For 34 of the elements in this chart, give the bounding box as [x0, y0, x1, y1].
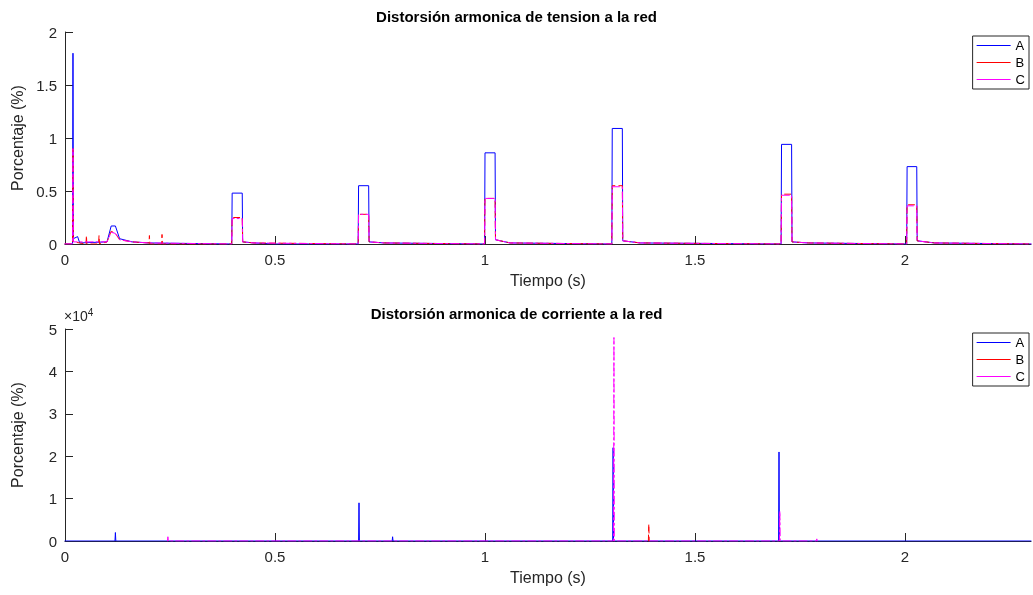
y-axis-title: Porcentaje (%)	[8, 85, 26, 191]
x-tick-label: 0.5	[264, 548, 286, 565]
x-axis-title: Tiempo (s)	[510, 568, 586, 586]
y-tick-label: 0	[48, 532, 57, 550]
chart-title: Distorsión armonica de corriente a la red	[370, 305, 663, 322]
y-tick-label: 1	[48, 490, 57, 508]
legend-label: A	[1015, 38, 1025, 53]
y-tick-label: 2	[48, 447, 57, 465]
y-tick-label: 0.5	[36, 182, 57, 200]
y-tick-label: 3	[48, 405, 57, 423]
x-tick-label: 2	[900, 548, 910, 565]
y-tick-label: 5	[48, 320, 57, 338]
x-axis-title: Tiempo (s)	[510, 271, 586, 289]
legend-label: A	[1015, 335, 1025, 350]
x-tick-label: 1.5	[684, 251, 706, 268]
y-tick-label: 1.5	[36, 76, 57, 94]
y-tick-label: 2	[48, 23, 57, 41]
x-tick-label: 1	[480, 251, 490, 268]
legend-label: C	[1015, 369, 1025, 384]
x-tick-label: 1.5	[684, 548, 706, 565]
legend-label: B	[1015, 55, 1025, 70]
y-tick-label: 0	[48, 235, 57, 253]
x-tick-label: 0	[60, 251, 70, 268]
line-series	[166, 336, 818, 542]
chart-title: Distorsión armonica de tension a la red	[376, 8, 657, 25]
legend-label: C	[1015, 72, 1025, 87]
x-tick-label: 1	[480, 548, 490, 565]
legend-label: B	[1015, 352, 1025, 367]
x-tick-label: 0	[60, 548, 70, 565]
x-tick-label: 2	[900, 251, 910, 268]
y-tick-label: 4	[48, 362, 57, 380]
y-tick-label: 1	[48, 129, 57, 147]
y-axis-title: Porcentaje (%)	[8, 382, 26, 488]
x-tick-label: 0.5	[264, 251, 286, 268]
